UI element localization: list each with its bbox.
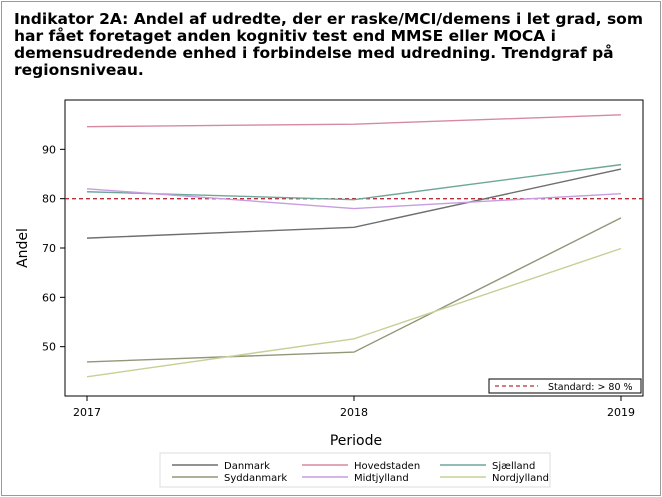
series-lines: [86, 114, 622, 378]
y-tick-label: 50: [42, 341, 56, 354]
legend-label: Midtjylland: [354, 473, 409, 484]
legend-label: Nordjylland: [492, 473, 549, 484]
x-axis-label: Periode: [330, 433, 382, 449]
reference-legend-label: Standard: > 80 %: [548, 382, 633, 393]
series-line: [86, 114, 622, 128]
y-axis: 50 60 70 80 90: [42, 143, 65, 354]
series-line: [86, 163, 622, 201]
legend-box: [159, 452, 551, 488]
y-axis-label: Andel: [15, 228, 31, 268]
x-tick-label: 2017: [73, 406, 101, 419]
series-line: [86, 188, 622, 210]
legend-label: Sjælland: [492, 461, 535, 472]
x-tick-label: 2019: [607, 406, 635, 419]
legend: Danmark Hovedstaden Sjælland Syddanmark Midt…: [172, 461, 549, 484]
y-tick-label: 70: [42, 242, 56, 255]
series-line: [86, 168, 622, 239]
x-axis: 2017 2018 2019: [73, 396, 635, 419]
chart-title: Indikator 2A: Andel af udredte, der er r…: [14, 10, 643, 79]
series-line: [86, 247, 622, 378]
y-tick-label: 80: [42, 193, 56, 206]
reference-legend-box: [488, 378, 642, 394]
x-tick-label: 2018: [340, 406, 368, 419]
legend-label: Hovedstaden: [354, 461, 420, 472]
y-tick-label: 90: [42, 143, 56, 156]
series-line: [86, 217, 622, 363]
legend-label: Danmark: [224, 461, 270, 472]
reference-legend: Standard: > 80 %: [488, 378, 642, 394]
y-tick-label: 60: [42, 291, 56, 304]
legend-label: Syddanmark: [224, 473, 287, 484]
